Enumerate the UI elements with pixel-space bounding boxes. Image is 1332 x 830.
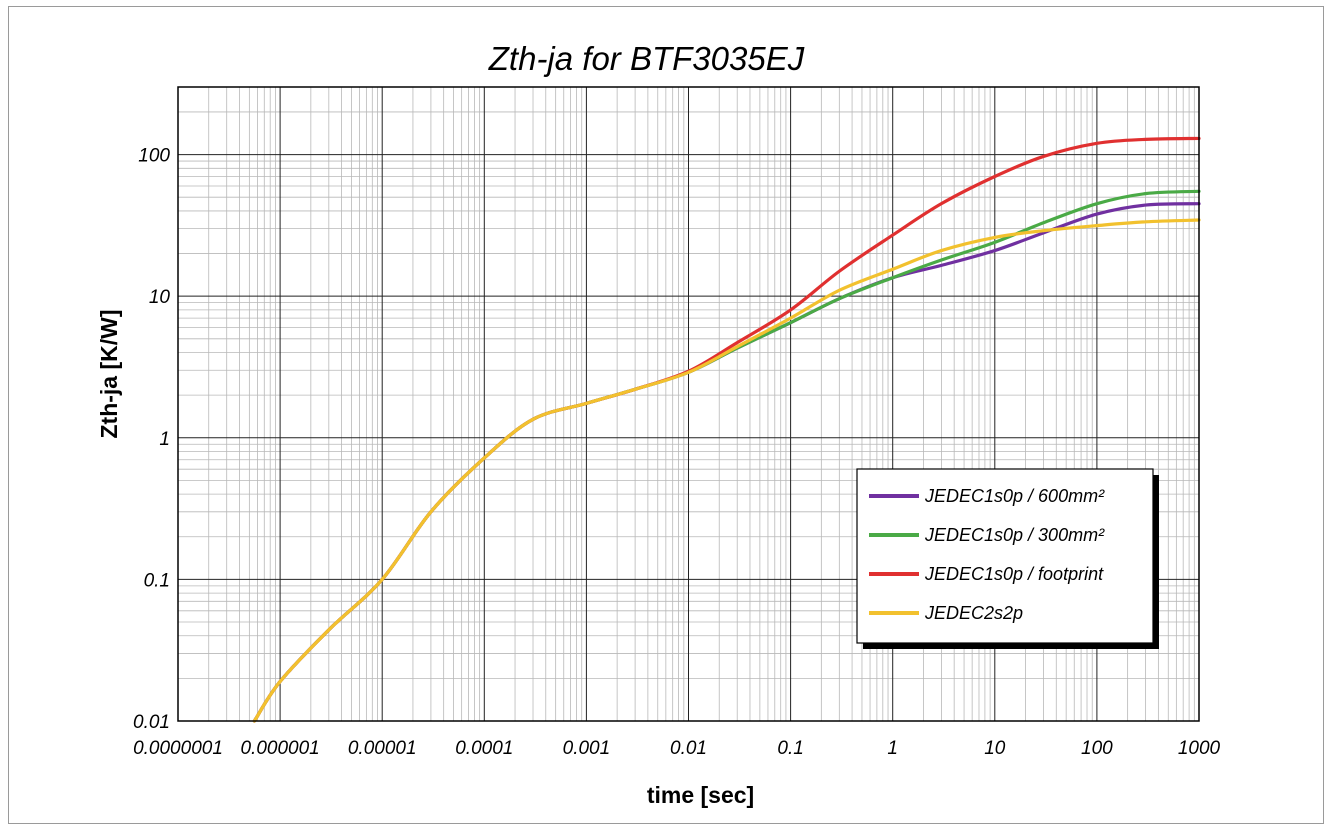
- x-tick-label: 0.00001: [348, 738, 417, 759]
- legend-label-jedec1s0p-600mm: JEDEC1s0p / 600mm²: [924, 486, 1105, 506]
- series-layer: [252, 136, 1201, 723]
- zth-chart: 0.0000001 0.000001 0.00001 0.0001 0.001 0.01 0…: [96, 40, 1221, 808]
- x-tick-label: 100: [1081, 738, 1113, 759]
- y-tick-label: 0.01: [133, 712, 170, 733]
- x-tick-labels: 0.0000001 0.000001 0.00001 0.0001 0.001 0.01 0…: [133, 738, 1220, 759]
- y-tick-label: 0.1: [144, 570, 170, 591]
- x-tick-label: 0.0001: [455, 738, 513, 759]
- x-axis-title: time [sec]: [647, 782, 754, 808]
- y-tick-label: 10: [149, 287, 171, 308]
- x-tick-label: 0.000001: [240, 738, 319, 759]
- legend: JEDEC1s0p / 600mm² JEDEC1s0p / 300mm² JEDE…: [856, 468, 1159, 649]
- y-tick-label: 1: [159, 429, 170, 450]
- y-axis-title: Zth-ja [K/W]: [96, 309, 122, 438]
- legend-label-jedec1s0p-footprint: JEDEC1s0p / footprint: [924, 564, 1104, 584]
- x-tick-label: 0.001: [563, 738, 611, 759]
- legend-label-jedec1s0p-300mm: JEDEC1s0p / 300mm²: [924, 525, 1105, 545]
- x-tick-label: 1000: [1178, 738, 1221, 759]
- chart-frame: 0.0000001 0.000001 0.00001 0.0001 0.001 0.01 0…: [8, 6, 1324, 824]
- x-tick-label: 0.01: [670, 738, 707, 759]
- x-tick-label: 10: [984, 738, 1006, 759]
- x-tick-label: 0.1: [777, 738, 803, 759]
- series-line-jedec2s2p: [252, 218, 1201, 723]
- x-tick-label: 1: [887, 738, 898, 759]
- y-tick-label: 100: [138, 146, 170, 167]
- legend-label-jedec2s2p: JEDEC2s2p: [924, 603, 1023, 623]
- y-tick-labels: 0.01 0.1 1 10 100: [133, 146, 170, 733]
- x-tick-label: 0.0000001: [133, 738, 223, 759]
- plot-border: [177, 86, 1200, 722]
- chart-title: Zth-ja for BTF3035EJ: [488, 40, 805, 77]
